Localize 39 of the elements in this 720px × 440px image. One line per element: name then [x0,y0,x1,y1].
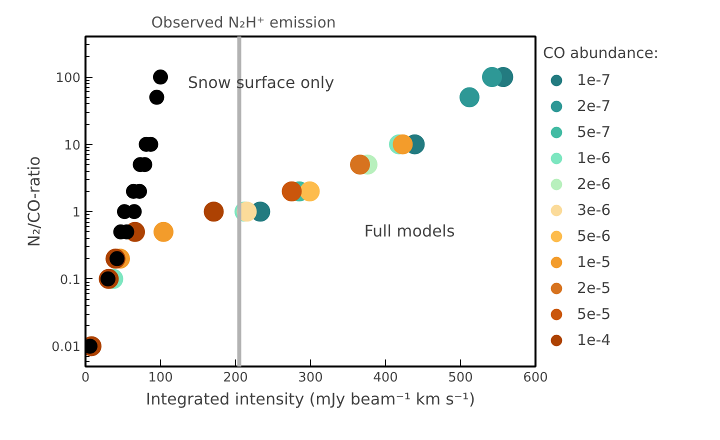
legend-label: 1e-7 [577,71,611,89]
point [300,181,320,202]
x-tick-label: 0 [81,370,90,386]
legend-label: 2e-5 [577,279,611,297]
y-tick-label: 0.1 [60,272,81,288]
x-tick-label: 400 [373,370,398,386]
x-tick-label: 300 [298,370,323,386]
legend-label: 2e-6 [577,175,611,193]
y-axis-title: N₂/CO-ratio [24,156,44,247]
legend-label: 1e-5 [577,253,611,271]
legend-label: 3e-6 [577,201,611,219]
legend-label: 2e-7 [577,97,611,115]
legend-label: 5e-5 [577,305,611,323]
y-tick-label: 100 [56,71,81,86]
point [204,202,224,222]
legend-label: 5e-6 [577,227,611,245]
x-axis-title: Integrated intensity (mJy beam⁻¹ km s⁻¹) [146,390,476,408]
legend-label: 1e-6 [577,149,611,167]
ref-line-label: Observed N₂H⁺ emission [151,14,336,32]
point [392,134,413,154]
point [350,154,370,175]
point [153,70,168,85]
y-tick-label: 1 [72,206,81,221]
point [154,222,174,242]
legend-title: CO abundance: [543,44,659,62]
point [482,67,502,88]
point [460,87,480,108]
annotation: Snow surface only [188,73,334,92]
point [282,181,302,202]
x-tick-label: 600 [523,370,548,386]
y-tick-label: 0.01 [52,340,81,356]
y-tick-label: 10 [64,138,81,154]
point [149,90,164,105]
x-tick-label: 500 [448,370,473,386]
annotation: Full models [364,222,455,241]
legend-label: 5e-7 [577,123,611,141]
x-tick-label: 200 [223,370,248,386]
legend-label: 1e-4 [577,331,611,349]
x-tick-label: 100 [148,370,173,386]
